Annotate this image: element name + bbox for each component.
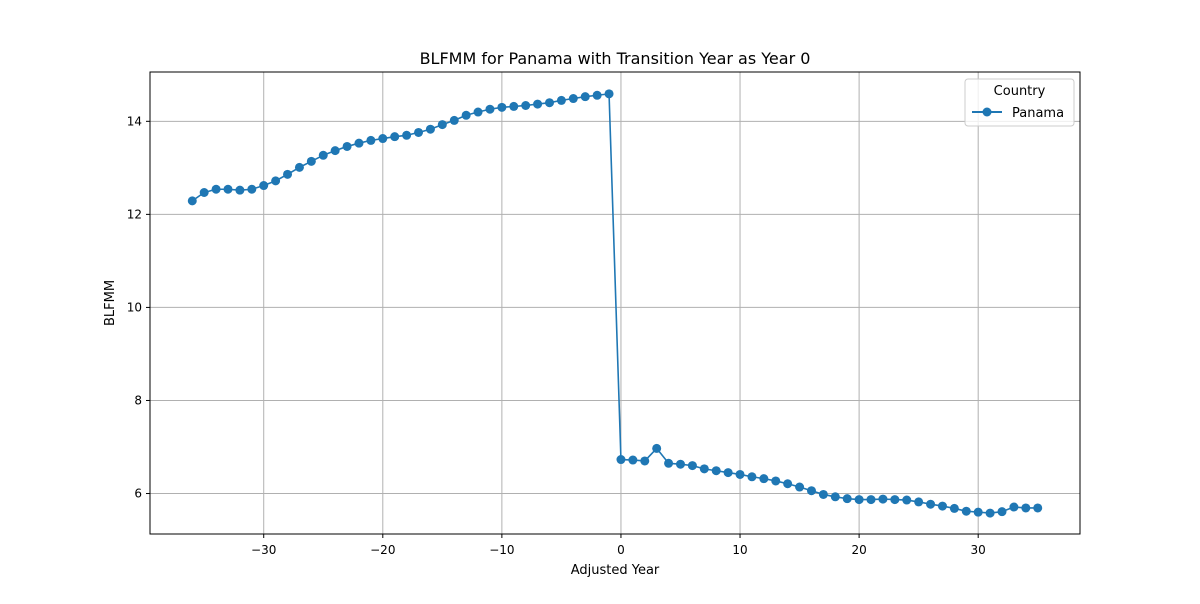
data-point	[628, 455, 638, 465]
data-point	[223, 184, 233, 194]
x-tick-label: 20	[851, 543, 866, 557]
data-point	[318, 150, 328, 160]
data-point	[926, 499, 936, 509]
data-point	[533, 99, 543, 109]
grid-lines	[150, 72, 1080, 534]
y-axis-label: BLFMM	[103, 280, 118, 326]
data-point	[294, 162, 304, 172]
data-point	[937, 501, 947, 511]
data-point	[187, 196, 197, 206]
data-point	[306, 156, 316, 166]
data-point	[473, 107, 483, 117]
data-point	[699, 464, 709, 474]
y-tick-label: 14	[127, 114, 142, 128]
data-point	[949, 503, 959, 513]
data-point	[985, 508, 995, 518]
data-point	[759, 474, 769, 484]
data-point	[235, 185, 245, 195]
data-point	[366, 135, 376, 145]
data-point	[973, 507, 983, 517]
data-point	[271, 176, 281, 186]
data-point	[425, 124, 435, 134]
y-tick-label: 10	[127, 300, 142, 314]
data-point	[330, 146, 340, 156]
x-tick-label: −10	[489, 543, 514, 557]
x-tick-label: −20	[370, 543, 395, 557]
data-point	[378, 134, 388, 144]
data-point	[461, 110, 471, 120]
data-point	[818, 489, 828, 499]
data-point	[604, 89, 614, 99]
data-point	[414, 127, 424, 137]
axis-ticks: −30 −20 −10 0 10 20 30 6 8 10 12 14	[127, 114, 986, 557]
data-point	[866, 495, 876, 505]
data-point	[902, 495, 912, 505]
x-tick-label: 0	[617, 543, 625, 557]
data-point	[878, 494, 888, 504]
data-point	[390, 132, 400, 142]
data-point	[592, 90, 602, 100]
data-point	[723, 468, 733, 478]
data-point	[830, 492, 840, 502]
data-point	[199, 188, 209, 198]
data-point	[747, 472, 757, 482]
data-point	[211, 184, 221, 194]
data-point	[568, 94, 578, 104]
legend-marker-swatch	[982, 107, 992, 117]
data-point	[437, 120, 447, 130]
data-point	[354, 138, 364, 148]
data-point	[1009, 502, 1019, 512]
data-point	[545, 98, 555, 108]
plot-series	[187, 89, 1043, 518]
data-point	[997, 507, 1007, 517]
data-point	[485, 104, 495, 114]
data-point	[247, 184, 257, 194]
data-point	[795, 482, 805, 492]
data-point	[521, 100, 531, 110]
x-tick-label: 30	[971, 543, 986, 557]
data-point	[783, 479, 793, 489]
legend-entry-panama: Panama	[1012, 106, 1064, 121]
x-tick-label: 10	[732, 543, 747, 557]
data-point	[664, 458, 674, 468]
data-point	[675, 459, 685, 469]
legend: Country Panama	[964, 78, 1075, 127]
data-point	[735, 469, 745, 479]
data-point	[449, 115, 459, 125]
data-point	[687, 461, 697, 471]
data-point	[854, 495, 864, 505]
data-point	[806, 486, 816, 496]
chart-title: BLFMM for Panama with Transition Year as…	[420, 49, 811, 68]
data-point	[616, 455, 626, 465]
data-point	[402, 130, 412, 140]
data-point	[1033, 503, 1043, 513]
data-point	[890, 495, 900, 505]
y-tick-label: 6	[134, 487, 142, 501]
data-point	[556, 95, 566, 105]
data-point	[580, 92, 590, 102]
data-point	[771, 476, 781, 486]
data-point	[711, 466, 721, 476]
data-point	[1021, 503, 1031, 513]
data-point	[640, 456, 650, 466]
y-tick-label: 8	[134, 393, 142, 407]
y-tick-label: 12	[127, 207, 142, 221]
data-point	[652, 443, 662, 453]
data-point	[914, 497, 924, 507]
data-point	[842, 494, 852, 504]
data-point	[961, 506, 971, 516]
legend-box	[964, 78, 1075, 127]
data-point	[259, 181, 269, 191]
plot-frame	[149, 71, 1081, 535]
legend-title: Country	[994, 84, 1046, 99]
data-point	[342, 141, 352, 151]
x-tick-label: −30	[251, 543, 276, 557]
data-point	[283, 169, 293, 179]
data-point	[497, 102, 507, 112]
data-point	[509, 101, 519, 111]
x-axis-label: Adjusted Year	[571, 563, 660, 578]
